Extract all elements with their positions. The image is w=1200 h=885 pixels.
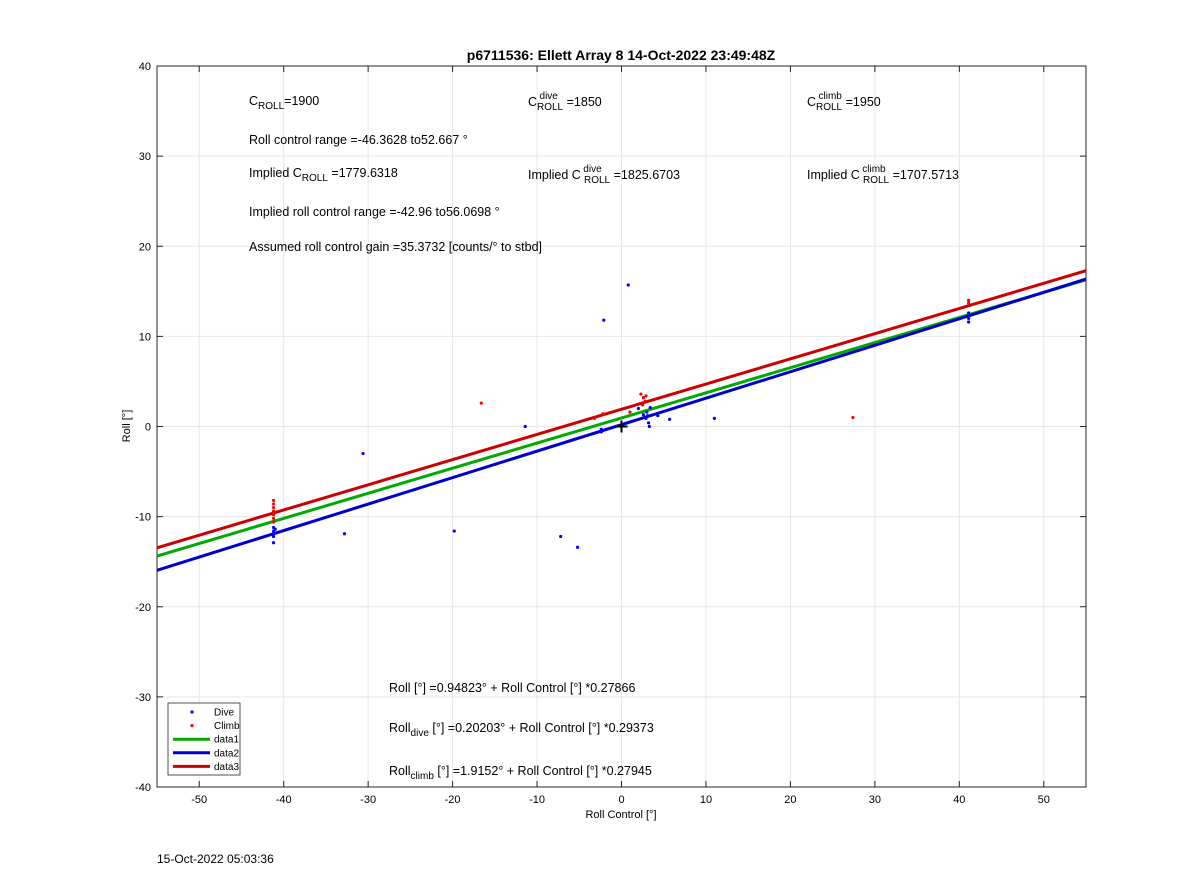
x-tick-label: 30 <box>869 794 881 806</box>
x-tick-label: -20 <box>445 794 461 806</box>
dive-point <box>599 430 603 434</box>
legend-label: data2 <box>214 748 239 759</box>
dive-point <box>271 532 276 536</box>
dive-point <box>646 421 651 425</box>
fit-line-data3 <box>156 269 1087 550</box>
timestamp: 15-Oct-2022 05:03:36 <box>157 852 274 866</box>
y-tick-label: -40 <box>135 782 151 794</box>
fit-equation-dive: Rolldive [°] =0.20203° + Roll Control [°… <box>389 721 654 739</box>
c-roll-climb-annotation: C climb ROLL =1950 <box>807 88 881 113</box>
dive-point <box>342 532 347 536</box>
implied-roll-control-range: Implied roll control range =-42.96 to56.… <box>249 205 500 219</box>
dive-point <box>647 424 651 429</box>
climb-point <box>271 506 276 510</box>
x-tick-label: -50 <box>191 794 207 806</box>
x-tick-label: 20 <box>784 794 796 806</box>
legend-label: Dive <box>214 708 234 719</box>
dive-point <box>271 541 276 545</box>
dive-point <box>648 405 652 410</box>
climb-point <box>641 403 645 407</box>
climb-point <box>271 498 276 503</box>
dive-point <box>599 427 603 431</box>
dive-point <box>559 534 563 539</box>
implied-c-roll-climb: Implied C climb ROLL =1707.5713 <box>807 161 959 186</box>
y-tick-label: 20 <box>139 241 151 253</box>
x-tick-label: 50 <box>1038 794 1050 806</box>
climb-point <box>592 416 597 420</box>
x-tick-label: -30 <box>360 794 376 806</box>
climb-point <box>644 394 648 398</box>
climb-point <box>967 301 971 305</box>
dive-point <box>668 417 672 421</box>
legend-label: data1 <box>214 735 239 746</box>
x-tick-label: 10 <box>700 794 712 806</box>
y-tick-label: -20 <box>135 602 151 614</box>
roll-control-range: Roll control range =-46.3628 to52.667 ° <box>249 133 468 147</box>
c-roll-dive-annotation: C dive ROLL =1850 <box>528 88 602 113</box>
y-tick-label: 30 <box>139 151 151 163</box>
data-points <box>271 283 971 549</box>
climb-point <box>643 399 647 403</box>
dive-point <box>271 534 276 539</box>
legend: Dive Climb data1 data2 data3 <box>167 702 241 776</box>
climb-point <box>601 412 605 416</box>
implied-c-roll-dive: Implied C dive ROLL =1825.6703 <box>528 161 680 186</box>
dive-point <box>646 414 650 418</box>
x-tick-label: -10 <box>529 794 545 806</box>
dive-point <box>967 316 971 320</box>
legend-label: Climb <box>214 721 240 732</box>
climb-point <box>479 401 483 405</box>
dive-point <box>712 416 717 420</box>
fit-equation-all: Roll [°] =0.94823° + Roll Control [°] *0… <box>389 681 635 695</box>
y-tick-label: 0 <box>145 422 151 434</box>
dive-point <box>626 283 630 287</box>
climb-point <box>271 520 276 524</box>
legend-label: data3 <box>214 762 239 773</box>
dive-point <box>575 545 580 549</box>
dive-point <box>636 406 640 411</box>
climb-point <box>271 509 276 513</box>
x-tick-label: 0 <box>618 794 624 806</box>
y-tick-label: -10 <box>135 512 151 524</box>
dive-point <box>645 410 649 414</box>
fit-line-data1 <box>156 278 1087 558</box>
climb-point <box>628 410 632 414</box>
climb-point <box>641 396 646 400</box>
dive-point <box>644 416 648 420</box>
dive-point <box>967 311 971 315</box>
axis-ticks: -50 -40 -30 -20 -10 0 10 20 30 40 50 -40 -30 -20 -10 0 1… <box>135 61 1086 806</box>
c-roll-annotation: CROLL=1900 <box>249 94 319 112</box>
y-tick-label: 40 <box>139 61 151 73</box>
climb-point <box>271 516 276 521</box>
fit-equation-climb: Rollclimb [°] =1.9152° + Roll Control [°… <box>389 764 652 782</box>
y-axis-label: Roll [°] <box>121 410 133 443</box>
climb-point <box>271 513 276 517</box>
dive-point <box>656 414 660 418</box>
legend-marker-climb <box>190 724 194 728</box>
dive-point <box>523 424 527 429</box>
climb-point <box>271 502 276 506</box>
chart-title: p6711536: Ellett Array 8 14-Oct-2022 23:… <box>467 47 776 63</box>
climb-point <box>967 298 971 302</box>
y-tick-label: -30 <box>135 692 151 704</box>
dive-point <box>361 451 365 456</box>
legend-marker-dive <box>190 710 194 714</box>
climb-point <box>851 415 855 420</box>
dive-point <box>967 320 971 324</box>
dive-point <box>602 318 606 322</box>
roll-control-gain: Assumed roll control gain =35.3732 [coun… <box>249 240 542 254</box>
x-axis-label: Roll Control [°] <box>585 809 656 821</box>
dive-point <box>273 527 277 531</box>
x-tick-label: 40 <box>953 794 965 806</box>
y-tick-label: 10 <box>139 331 151 343</box>
dive-point <box>967 314 971 318</box>
dive-point <box>452 529 456 533</box>
implied-c-roll: Implied CROLL =1779.6318 <box>249 166 398 184</box>
x-tick-label: -40 <box>276 794 292 806</box>
climb-point <box>639 392 643 396</box>
dive-point <box>641 413 646 417</box>
